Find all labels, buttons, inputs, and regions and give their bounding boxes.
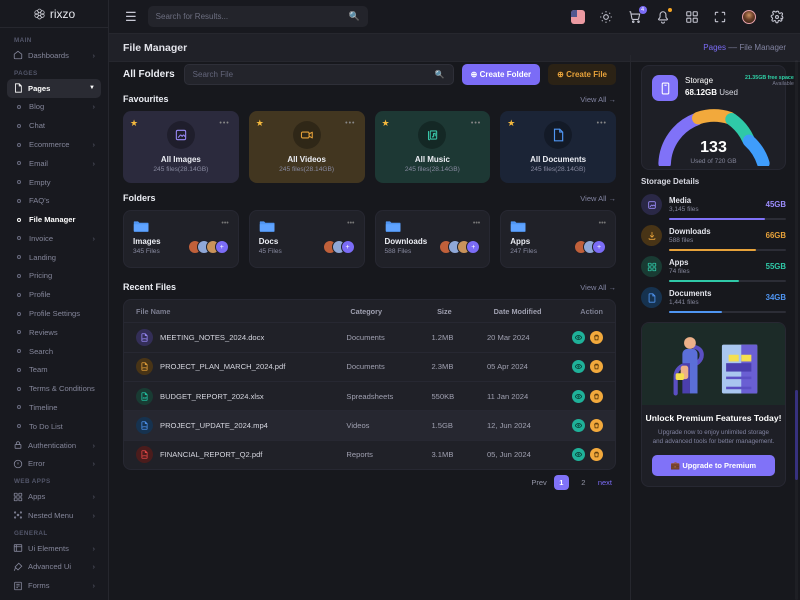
svg-text:ZIP: ZIP [143, 396, 147, 400]
